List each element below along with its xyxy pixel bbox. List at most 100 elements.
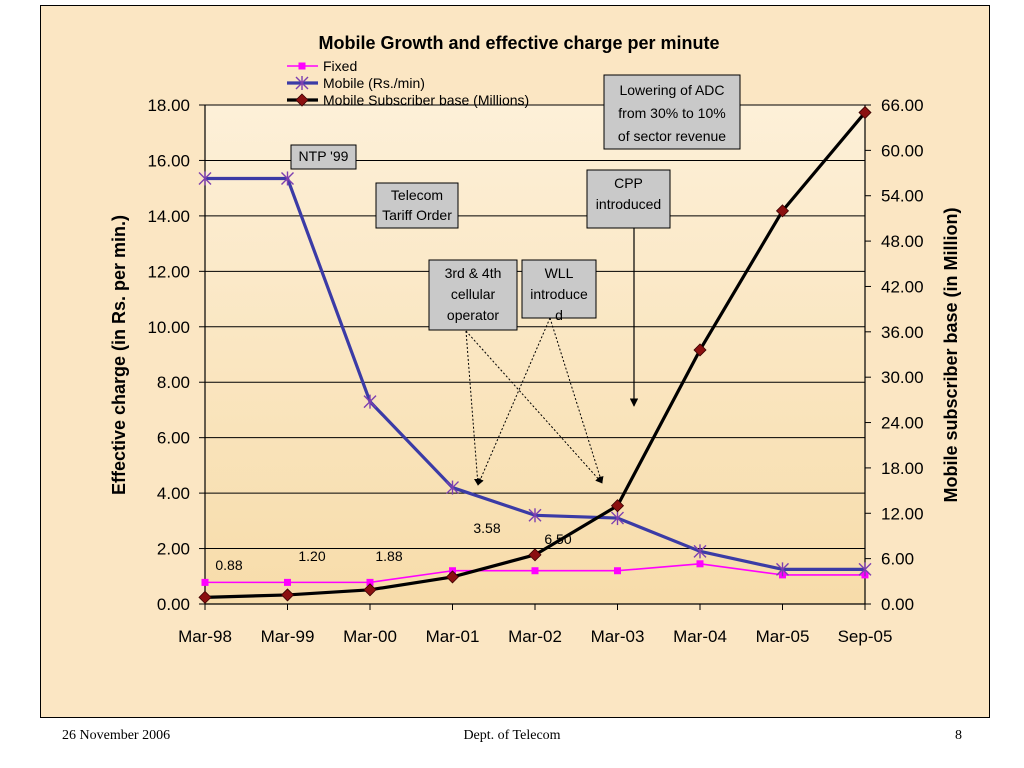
series-1-point bbox=[693, 544, 707, 559]
series-2-point bbox=[610, 499, 625, 513]
series-0-point bbox=[696, 560, 704, 568]
left-tick-label: 2.00 bbox=[157, 540, 190, 559]
series-2-point bbox=[198, 590, 212, 604]
dotted-pointer bbox=[465, 330, 603, 484]
annotation-tariff-order: Telecom Tariff Order bbox=[375, 182, 459, 229]
series-0-point bbox=[366, 578, 374, 586]
annotation-wll-box bbox=[521, 259, 597, 319]
series-1-point bbox=[363, 394, 377, 409]
annotation-cellular-operator-box bbox=[428, 259, 518, 331]
left-tick-label: 10.00 bbox=[147, 318, 190, 337]
annotation-tariff-order-box bbox=[375, 182, 459, 229]
series-2-point bbox=[528, 548, 542, 562]
footer-date: 26 November 2006 bbox=[62, 728, 171, 743]
dotted-pointer bbox=[549, 317, 604, 484]
x-tick-label: Mar-99 bbox=[261, 627, 315, 646]
annotation-adc-line: Lowering of ADC bbox=[619, 82, 724, 98]
right-tick-label: 24.00 bbox=[881, 414, 924, 433]
x-tick-label: Mar-04 bbox=[673, 627, 727, 646]
label-layer: 0.88 1.20 1.88 3.58 6.50 bbox=[215, 520, 571, 573]
data-label: 6.50 bbox=[544, 531, 571, 547]
left-tick-label: 8.00 bbox=[157, 373, 190, 392]
annotation-cpp-box bbox=[586, 169, 671, 229]
right-tick-label: 60.00 bbox=[881, 141, 924, 160]
series-1-point bbox=[198, 171, 212, 186]
annotation-wll-line: d bbox=[555, 307, 563, 323]
legend-marker bbox=[295, 93, 309, 107]
legend-label: Mobile Subscriber base (Millions) bbox=[323, 92, 529, 108]
series-1-point bbox=[528, 508, 542, 523]
series-1-point bbox=[611, 511, 624, 526]
annotation-adc-box bbox=[603, 74, 741, 150]
annotation-ntp-box bbox=[290, 144, 357, 170]
annotation-wll-line: WLL bbox=[545, 265, 574, 281]
right-tick-label: 42.00 bbox=[881, 277, 924, 296]
left-tick-label: 16.00 bbox=[147, 151, 190, 170]
annotation-wll: WLL introduce d bbox=[521, 259, 597, 323]
series-0-point bbox=[614, 567, 621, 575]
series-2-point bbox=[445, 570, 460, 584]
right-tick-label: 36.00 bbox=[881, 323, 924, 342]
data-label: 3.58 bbox=[473, 520, 500, 536]
annotation-cellular-operator: 3rd & 4th cellular operator bbox=[428, 259, 518, 331]
annotation-cellular-operator-line: operator bbox=[447, 307, 499, 323]
x-tick-label: Mar-01 bbox=[426, 627, 480, 646]
y-left-axis-title: Effective charge (in Rs. per min.) bbox=[109, 215, 129, 495]
annotation-layer: NTP '99 Telecom Tariff Order 3rd & 4th cellu… bbox=[290, 74, 741, 486]
series-0-point bbox=[201, 578, 209, 586]
data-label: 1.20 bbox=[298, 548, 325, 564]
annotation-cpp: CPP introduced bbox=[586, 169, 671, 229]
series-0-point bbox=[531, 567, 539, 575]
legend-marker bbox=[298, 62, 306, 70]
chart-title: Mobile Growth and effective charge per m… bbox=[318, 33, 719, 53]
x-tick-label: Mar-05 bbox=[756, 627, 810, 646]
annotation-ntp: NTP '99 bbox=[290, 144, 357, 170]
left-tick-label: 4.00 bbox=[157, 484, 190, 503]
x-tick-label: Mar-00 bbox=[343, 627, 397, 646]
data-label: 1.88 bbox=[375, 548, 402, 564]
data-label: 0.88 bbox=[215, 557, 242, 573]
series-2-point bbox=[775, 204, 790, 218]
series-2-point bbox=[363, 583, 377, 597]
footer-department: Dept. of Telecom bbox=[463, 728, 561, 743]
annotation-adc: Lowering of ADC from 30% to 10% of sector … bbox=[603, 74, 741, 150]
annotation-tariff-order-line: Tariff Order bbox=[382, 207, 452, 223]
right-tick-label: 18.00 bbox=[881, 459, 924, 478]
annotation-wll-line: introduce bbox=[530, 286, 588, 302]
plot-area bbox=[205, 105, 865, 604]
legend-label: Fixed bbox=[323, 58, 357, 74]
series-0-point bbox=[284, 578, 291, 586]
series-1-point bbox=[858, 562, 872, 577]
right-tick-label: 48.00 bbox=[881, 232, 924, 251]
axes-layer: 0.00 2.00 4.00 6.00 8.00 10.00 12.00 14.00 16.00… bbox=[109, 33, 961, 646]
annotation-cpp-line: CPP bbox=[614, 175, 643, 191]
annotation-adc-line: of sector revenue bbox=[618, 128, 726, 144]
series-1-point bbox=[446, 480, 459, 495]
right-tick-label: 30.00 bbox=[881, 368, 924, 387]
annotation-cellular-operator-line: 3rd & 4th bbox=[445, 265, 502, 281]
left-tick-label: 18.00 bbox=[147, 96, 190, 115]
right-tick-label: 54.00 bbox=[881, 187, 924, 206]
right-tick-label: 12.00 bbox=[881, 504, 924, 523]
right-tick-label: 0.00 bbox=[881, 595, 914, 614]
left-tick-label: 6.00 bbox=[157, 429, 190, 448]
left-tick-label: 14.00 bbox=[147, 207, 190, 226]
x-tick-label: Mar-98 bbox=[178, 627, 232, 646]
right-tick-label: 6.00 bbox=[881, 550, 914, 569]
x-tick-label: Sep-05 bbox=[838, 627, 893, 646]
left-tick-label: 0.00 bbox=[157, 595, 190, 614]
series-2-point bbox=[280, 588, 295, 602]
left-tick-label: 12.00 bbox=[147, 262, 190, 281]
legend-label: Mobile (Rs./min) bbox=[323, 75, 425, 91]
dotted-pointer bbox=[465, 330, 481, 486]
right-tick-label: 66.00 bbox=[881, 96, 924, 115]
annotation-cellular-operator-line: cellular bbox=[451, 286, 496, 302]
series-1-point bbox=[281, 171, 294, 186]
y-right-axis-title: Mobile subscriber base (in Million) bbox=[941, 207, 961, 502]
marker-layer bbox=[198, 105, 872, 604]
series-1-point bbox=[776, 562, 789, 577]
annotation-cpp-line: introduced bbox=[596, 196, 661, 212]
series-2-point bbox=[693, 343, 707, 357]
